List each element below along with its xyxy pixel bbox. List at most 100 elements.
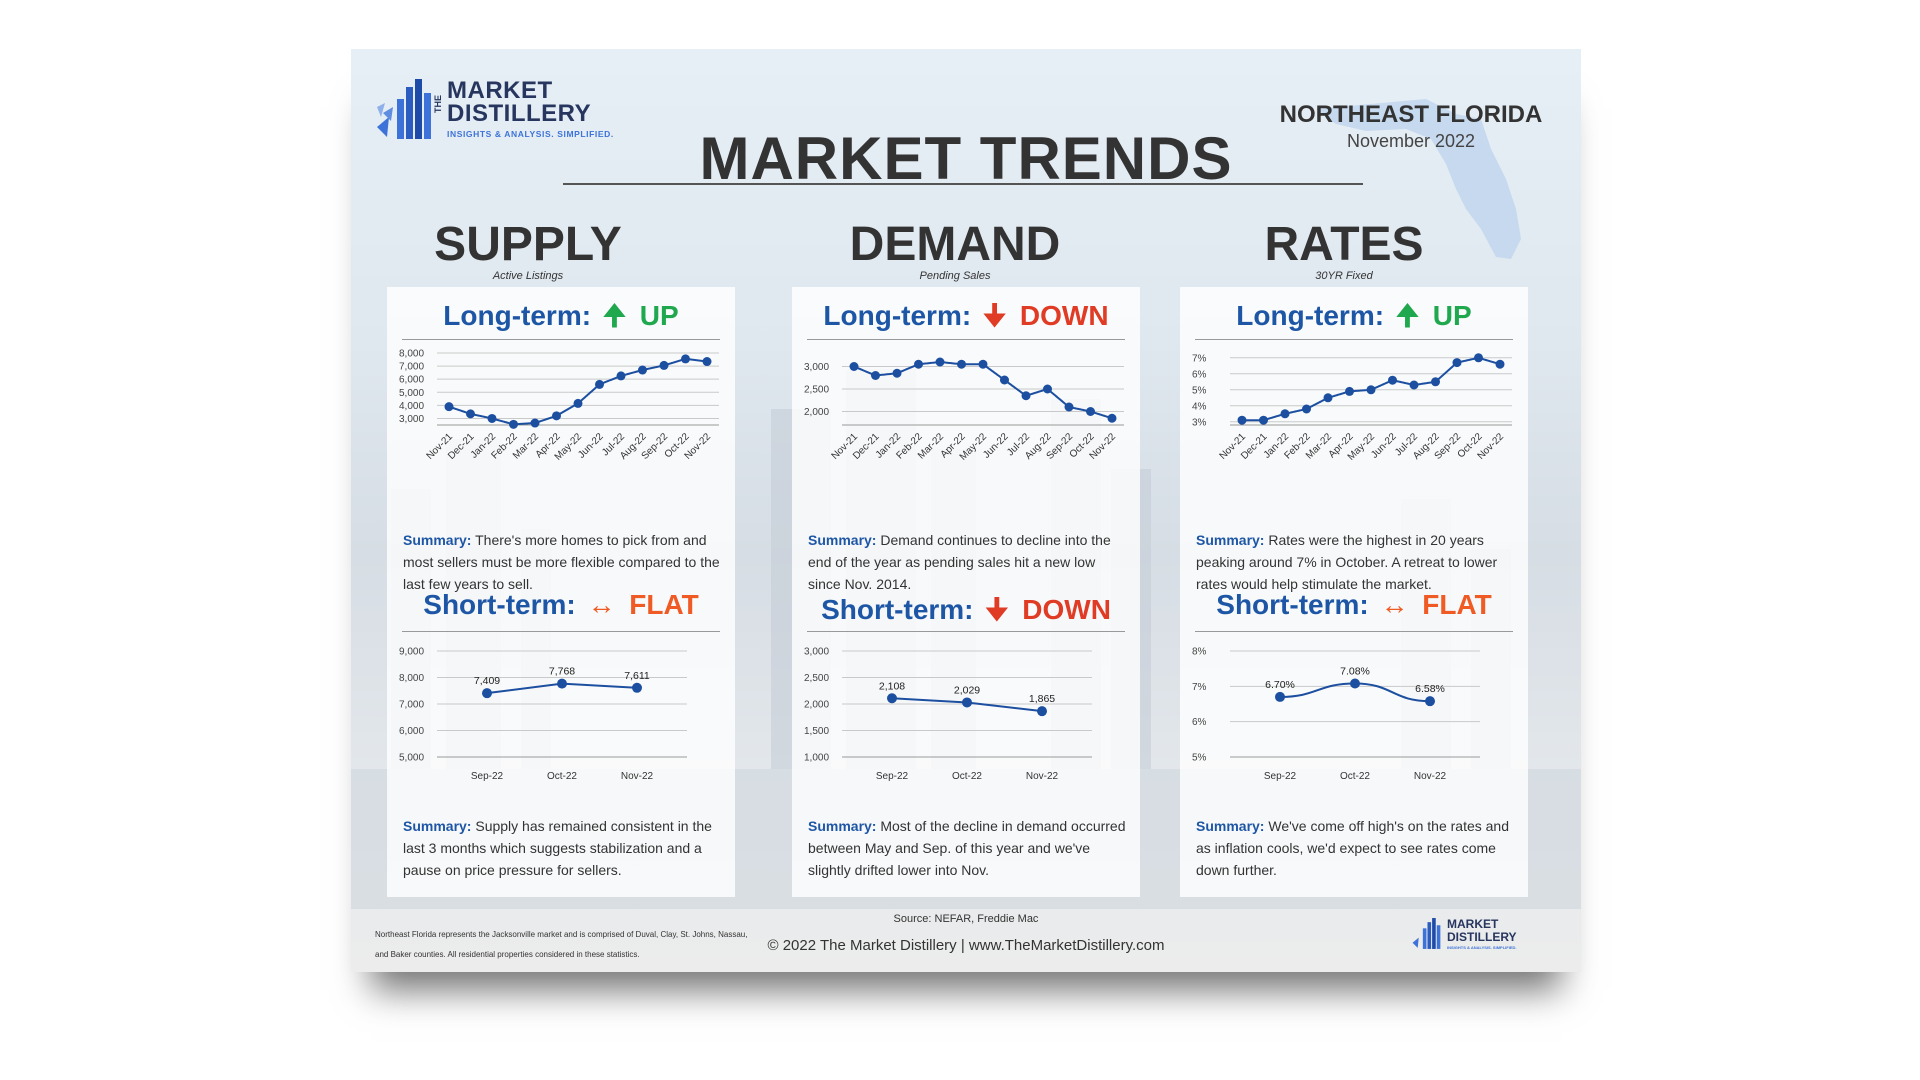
series-line (853, 360, 1113, 420)
arrow-up-icon: 🠉 (1395, 300, 1420, 331)
trend-direction: FLAT (1422, 589, 1492, 620)
report-month: November 2022 (1346, 131, 1476, 151)
y-tick-label: 2,000 (804, 407, 829, 418)
supply-panel: Long-term: 🠉 UP 3,000 4,000 5,000 6,000 7,00… (387, 287, 735, 897)
logo-the-text: THE (433, 95, 443, 113)
summary-text: Supply has remained consistent in the la… (403, 818, 712, 878)
data-point (1275, 691, 1285, 702)
demand-long-summary: Summary: Demand continues to decline int… (808, 529, 1130, 595)
x-tick-label: Sep-22 (1264, 771, 1297, 782)
summary-text: We've come off high's on the rates and a… (1196, 818, 1509, 878)
data-point (1086, 407, 1095, 416)
supply-long-summary: Summary: There's more homes to pick from… (403, 529, 725, 595)
distillery-logo-icon (1412, 918, 1441, 949)
demand-subtitle: Pending Sales (919, 270, 991, 282)
y-tick-label: 6% (1192, 717, 1207, 728)
long-term-label: Long-term: (1236, 300, 1385, 331)
data-point (978, 359, 988, 369)
data-point (1425, 696, 1435, 707)
short-term-label: Short-term: (423, 589, 576, 620)
divider (1195, 631, 1513, 632)
divider (1195, 339, 1513, 340)
supply-long-term-chart: 3,0004,0005,0006,0007,0008,000Nov-21Dec-… (399, 349, 719, 463)
data-point (1021, 391, 1031, 401)
x-tick-label: Jun-22 (981, 431, 1011, 461)
x-tick-label: Sep-22 (876, 771, 909, 782)
distillery-logo-icon (377, 79, 431, 139)
region-title: NORTHEAST FLORIDA (1279, 101, 1543, 128)
data-point (632, 682, 642, 693)
logo-name-line2: DISTILLERY (1447, 930, 1517, 944)
data-point (444, 402, 454, 412)
summary-label: Summary: (403, 818, 472, 834)
rates-long-summary: Summary: Rates were the highest in 20 ye… (1196, 529, 1518, 595)
page-title: MARKET TRENDS (699, 125, 1233, 192)
demand-long-term-chart: 2,0002,5003,000Nov-21Dec-21Jan-22Feb-22M… (804, 357, 1124, 463)
data-point (849, 362, 859, 371)
long-term-label: Long-term: (443, 300, 592, 331)
x-tick-label: Oct-22 (1340, 771, 1370, 782)
supply-short-term-heading: Short-term: ↔ FLAT (387, 589, 735, 621)
demand-title: DEMAND (849, 218, 1061, 271)
data-point (509, 419, 518, 429)
data-point (887, 693, 897, 704)
y-tick-label: 6,000 (399, 726, 424, 737)
y-tick-label: 8,000 (399, 673, 424, 684)
data-point (573, 398, 583, 408)
rates-short-term-chart: 5% 6% 7% 8% 6.70% 7.08% 6.58% Sep-22 Oct-22 Nov-2… (1192, 647, 1480, 782)
data-point (557, 678, 567, 689)
supply-subtitle: Active Listings (492, 270, 564, 282)
logo-name-line2: DISTILLERY (447, 100, 592, 127)
data-point (616, 371, 626, 381)
data-point (659, 360, 669, 370)
y-tick-label: 5% (1192, 385, 1207, 396)
data-point (487, 413, 497, 423)
demand-long-term-heading: Long-term: 🠋 DOWN (792, 295, 1140, 343)
data-label: 2,108 (879, 680, 905, 692)
data-point (595, 379, 604, 389)
data-point (914, 359, 923, 369)
data-label: 7,409 (474, 675, 500, 687)
divider (402, 339, 720, 340)
data-point (638, 365, 647, 375)
supply-title: SUPPLY (434, 218, 622, 271)
x-tick-label: Nov-22 (1026, 771, 1059, 782)
summary-label: Summary: (1196, 818, 1265, 834)
data-point (1495, 359, 1505, 369)
data-label: 2,029 (954, 684, 980, 696)
y-tick-label: 6% (1192, 369, 1207, 380)
footer-brand-logo: MARKET DISTILLERY INSIGHTS & ANALYSIS. S… (1411, 915, 1551, 955)
data-point (1366, 385, 1376, 395)
data-point (1388, 375, 1397, 385)
data-point (466, 409, 475, 419)
data-point (1452, 358, 1462, 368)
data-point (871, 371, 880, 380)
summary-label: Summary: (808, 532, 877, 548)
divider (807, 631, 1125, 632)
data-point (1302, 404, 1311, 414)
supply-long-term-heading: Long-term: 🠉 UP (387, 295, 735, 343)
rates-short-summary: Summary: We've come off high's on the ra… (1196, 815, 1518, 881)
x-tick-label: Oct-22 (547, 771, 577, 782)
trend-direction: UP (639, 300, 679, 331)
y-tick-label: 8,000 (399, 349, 424, 360)
data-label: 7,768 (549, 666, 575, 678)
y-tick-label: 5,000 (399, 753, 424, 764)
data-label: 7.08% (1340, 666, 1370, 678)
y-tick-label: 1,000 (804, 753, 829, 764)
y-tick-label: 3% (1192, 417, 1207, 428)
arrow-up-icon: 🠉 (602, 300, 627, 331)
trend-direction: DOWN (1019, 300, 1109, 331)
trend-direction: FLAT (629, 589, 699, 620)
y-tick-label: 7% (1192, 353, 1207, 364)
rates-title: RATES (1264, 218, 1424, 271)
data-point (1345, 386, 1354, 396)
rates-long-term-heading: Long-term: 🠉 UP (1180, 295, 1528, 343)
summary-text: Most of the decline in demand occurred b… (808, 818, 1126, 878)
data-label: 6.70% (1265, 679, 1295, 691)
y-tick-label: 7,000 (399, 362, 424, 373)
demand-panel: Long-term: 🠋 DOWN 2,000 2,500 3,000 Nov-21 D… (792, 287, 1140, 897)
supply-short-term-chart: 5,000 6,000 7,000 8,000 9,000 7,409 7,768 7,611… (399, 647, 687, 782)
data-point (1043, 384, 1052, 394)
data-point (957, 359, 966, 369)
